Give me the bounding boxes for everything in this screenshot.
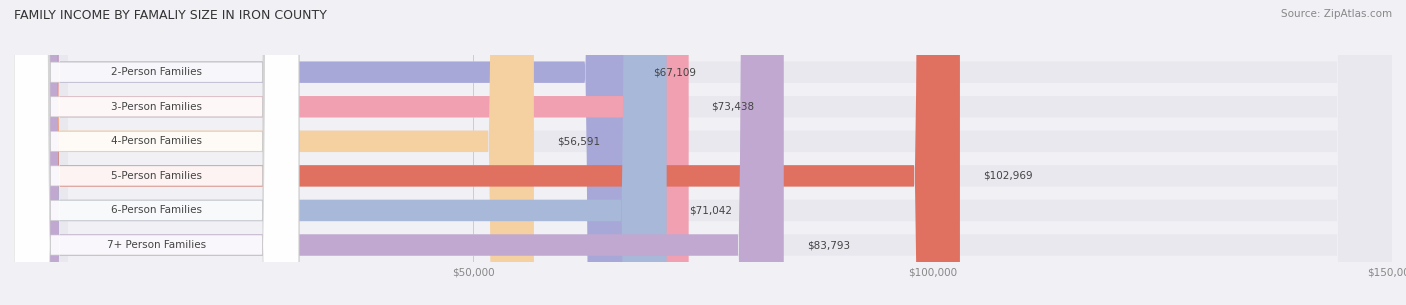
Text: Source: ZipAtlas.com: Source: ZipAtlas.com xyxy=(1281,9,1392,19)
Text: $67,109: $67,109 xyxy=(654,67,696,77)
FancyBboxPatch shape xyxy=(14,0,299,305)
Text: $102,969: $102,969 xyxy=(983,171,1032,181)
FancyBboxPatch shape xyxy=(14,0,1392,305)
Text: FAMILY INCOME BY FAMALIY SIZE IN IRON COUNTY: FAMILY INCOME BY FAMALIY SIZE IN IRON CO… xyxy=(14,9,328,22)
FancyBboxPatch shape xyxy=(14,0,1392,305)
Text: $73,438: $73,438 xyxy=(711,102,755,112)
FancyBboxPatch shape xyxy=(14,0,534,305)
Text: $83,793: $83,793 xyxy=(807,240,849,250)
Text: 6-Person Families: 6-Person Families xyxy=(111,206,202,215)
Text: 3-Person Families: 3-Person Families xyxy=(111,102,202,112)
FancyBboxPatch shape xyxy=(14,0,1392,305)
FancyBboxPatch shape xyxy=(14,0,299,305)
FancyBboxPatch shape xyxy=(14,0,299,305)
Text: 5-Person Families: 5-Person Families xyxy=(111,171,202,181)
FancyBboxPatch shape xyxy=(14,0,783,305)
FancyBboxPatch shape xyxy=(14,0,1392,305)
Text: 2-Person Families: 2-Person Families xyxy=(111,67,202,77)
FancyBboxPatch shape xyxy=(14,0,689,305)
FancyBboxPatch shape xyxy=(14,0,1392,305)
Text: 7+ Person Families: 7+ Person Families xyxy=(107,240,207,250)
FancyBboxPatch shape xyxy=(14,0,630,305)
FancyBboxPatch shape xyxy=(14,0,299,305)
Text: 4-Person Families: 4-Person Families xyxy=(111,136,202,146)
FancyBboxPatch shape xyxy=(14,0,960,305)
FancyBboxPatch shape xyxy=(14,0,299,305)
FancyBboxPatch shape xyxy=(14,0,666,305)
Text: $56,591: $56,591 xyxy=(557,136,600,146)
Text: $71,042: $71,042 xyxy=(689,206,733,215)
FancyBboxPatch shape xyxy=(14,0,1392,305)
FancyBboxPatch shape xyxy=(14,0,299,305)
